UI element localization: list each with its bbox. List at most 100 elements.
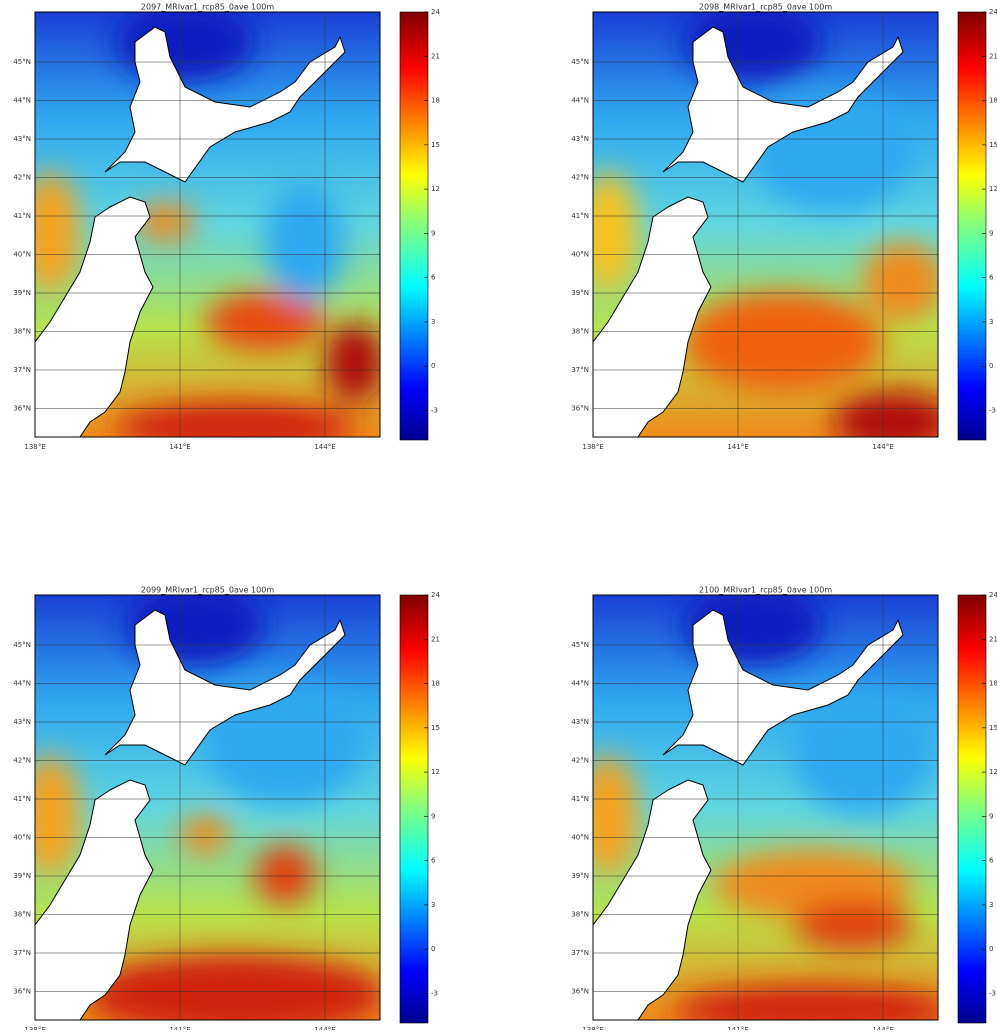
colorbar-tick-label: 21 — [989, 52, 997, 60]
temperature-field — [20, 2, 385, 452]
lat-label: 42°N — [571, 174, 589, 182]
colorbar-tick-label: -3 — [989, 406, 996, 414]
lon-label: 144°E — [314, 443, 335, 451]
lat-label: 36°N — [13, 988, 31, 996]
colorbar-tick-label: 24 — [989, 591, 997, 599]
lat-label: 36°N — [571, 405, 589, 413]
map-panel: 45°N44°N43°N42°N41°N40°N39°N38°N37°N36°N… — [571, 585, 997, 1030]
temperature-field — [578, 585, 953, 1030]
colorbar-tick-label: 3 — [989, 318, 993, 326]
lat-label: 42°N — [571, 757, 589, 765]
lat-label: 36°N — [571, 988, 589, 996]
colorbar — [958, 595, 986, 1023]
field-blob — [863, 242, 943, 322]
map-panel: 45°N44°N43°N42°N41°N40°N39°N38°N37°N36°N… — [13, 585, 440, 1030]
field-blob — [578, 755, 638, 875]
colorbar-tick-label: 18 — [989, 680, 997, 688]
panel-title: 2098_MRIvar1_rcp85_0ave 100m — [699, 3, 832, 12]
colorbar-tick-label: 12 — [989, 185, 997, 193]
map-panel: 45°N44°N43°N42°N41°N40°N39°N38°N37°N36°N… — [13, 2, 440, 452]
colorbar-tick-label: 18 — [431, 680, 440, 688]
colorbar — [400, 12, 428, 440]
lat-label: 40°N — [571, 834, 589, 842]
field-blob — [20, 172, 80, 292]
lat-label: 38°N — [571, 328, 589, 336]
colorbar-tick-label: 12 — [431, 768, 440, 776]
temperature-field — [578, 2, 953, 452]
lat-label: 40°N — [13, 834, 31, 842]
lon-label: 141°E — [169, 443, 190, 451]
colorbar-tick-label: 0 — [431, 945, 435, 953]
colorbar-tick-label: 9 — [989, 229, 993, 237]
lon-label: 141°E — [727, 443, 748, 451]
colorbar-tick-label: 15 — [431, 141, 440, 149]
colorbar — [958, 12, 986, 440]
field-blob — [793, 900, 913, 950]
lat-label: 40°N — [13, 251, 31, 259]
lat-label: 37°N — [571, 949, 589, 957]
colorbar-tick-label: 6 — [989, 857, 994, 865]
lat-label: 45°N — [13, 58, 31, 66]
lon-label: 144°E — [872, 443, 893, 451]
lat-label: 43°N — [13, 718, 31, 726]
lon-label: 144°E — [872, 1026, 893, 1030]
lat-label: 44°N — [571, 97, 589, 105]
lat-label: 39°N — [571, 289, 589, 297]
field-blob — [20, 755, 80, 875]
lat-label: 43°N — [13, 135, 31, 143]
colorbar-tick-label: 21 — [431, 635, 440, 643]
field-blob — [180, 815, 230, 855]
lon-label: 144°E — [314, 1026, 335, 1030]
colorbar-tick-label: 6 — [431, 857, 436, 865]
lat-label: 44°N — [13, 97, 31, 105]
field-blob — [683, 292, 883, 392]
panel-title: 2100_MRIvar1_rcp85_0ave 100m — [699, 586, 832, 595]
colorbar-tick-label: 18 — [431, 97, 440, 105]
colorbar-tick-label: -3 — [431, 406, 438, 414]
lat-label: 41°N — [13, 212, 31, 220]
colorbar — [400, 595, 428, 1023]
field-blob — [265, 182, 345, 302]
colorbar-tick-label: 0 — [989, 362, 993, 370]
colorbar-tick-label: 15 — [989, 141, 997, 149]
colorbar-tick-label: 21 — [989, 635, 997, 643]
lat-label: 37°N — [13, 949, 31, 957]
lat-label: 44°N — [571, 680, 589, 688]
colorbar-tick-label: 12 — [431, 185, 440, 193]
colorbar-tick-label: 3 — [989, 901, 993, 909]
figure: 45°N 44°N 43°N 42°N 41°N 40°N 39°N 38°N 37°N 36°N… — [0, 0, 997, 1030]
colorbar-tick-label: 9 — [431, 812, 435, 820]
lat-label: 39°N — [13, 289, 31, 297]
field-blob — [793, 695, 933, 815]
lat-label: 45°N — [13, 641, 31, 649]
lat-label: 39°N — [13, 872, 31, 880]
lon-label: 138°E — [24, 443, 45, 451]
colorbar-tick-label: -3 — [989, 989, 996, 997]
lat-label: 42°N — [13, 757, 31, 765]
colorbar-tick-label: 24 — [431, 8, 440, 16]
lat-label: 45°N — [571, 641, 589, 649]
colorbar-tick-label: 0 — [431, 362, 435, 370]
colorbar-tick-label: 9 — [431, 229, 435, 237]
map-panel: 45°N44°N43°N42°N41°N40°N39°N38°N37°N36°N… — [571, 2, 997, 452]
colorbar-tick-label: 15 — [431, 724, 440, 732]
field-blob — [325, 322, 385, 402]
field-blob — [255, 845, 315, 905]
lat-label: 41°N — [571, 212, 589, 220]
lon-label: 141°E — [169, 1026, 190, 1030]
colorbar-tick-label: 24 — [989, 8, 997, 16]
lat-label: 42°N — [13, 174, 31, 182]
colorbar-tick-label: 15 — [989, 724, 997, 732]
lat-label: 40°N — [571, 251, 589, 259]
colorbar-tick-label: -3 — [431, 989, 438, 997]
panel-title: 2099_MRIvar1_rcp85_0ave 100m — [141, 586, 274, 595]
colorbar-tick-label: 9 — [989, 812, 993, 820]
colorbar-tick-label: 6 — [431, 274, 436, 282]
panel-title: 2097_MRIvar1_rcp85_0ave 100m — [141, 3, 274, 12]
lat-label: 41°N — [13, 795, 31, 803]
colorbar-tick-label: 3 — [431, 318, 435, 326]
colorbar-tick-label: 0 — [989, 945, 993, 953]
colorbar-tick-label: 12 — [989, 768, 997, 776]
lat-label: 43°N — [571, 135, 589, 143]
lat-label: 38°N — [571, 911, 589, 919]
